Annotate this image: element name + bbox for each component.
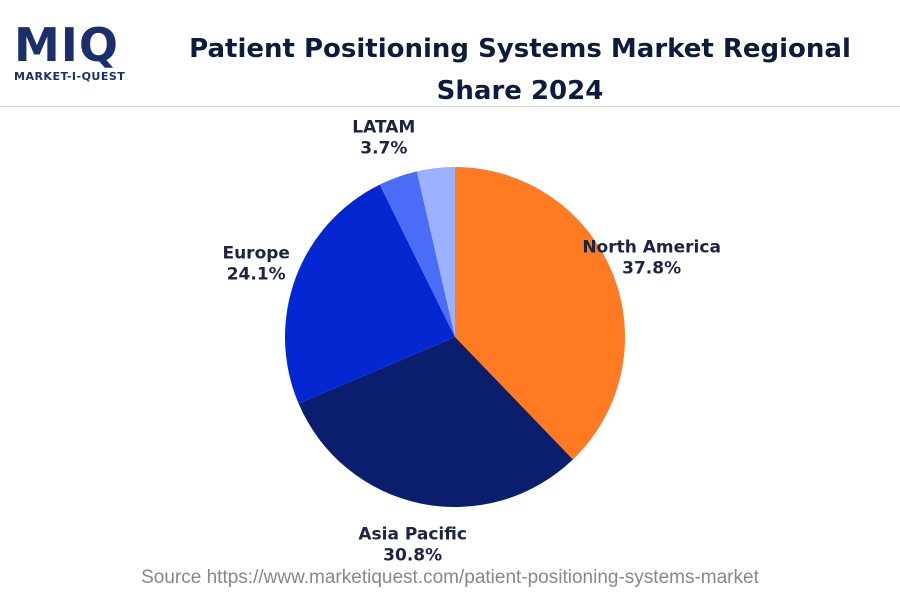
source: Source https://www.marketiquest.com/pati…: [141, 567, 759, 588]
slice-label: LATAM: [352, 117, 415, 137]
logo-mark: MIQ: [14, 18, 119, 72]
chart-title: Patient Positioning Systems Market Regio…: [189, 34, 851, 106]
pie-slice: [416, 167, 455, 337]
value-label: 30.8%: [383, 546, 442, 566]
pie-slice: [298, 337, 573, 508]
value-label: 37.8%: [622, 259, 681, 279]
logo-name: MARKET-I-QUEST: [14, 70, 126, 83]
value-label: 24.1%: [227, 264, 286, 284]
logo: MIQ MARKET-I-QUEST: [14, 20, 125, 83]
slice-label: Europe: [222, 243, 289, 263]
slice-label: Asia Pacific: [358, 525, 467, 545]
slice-label: North America: [582, 238, 721, 258]
pie-slice: [455, 167, 626, 460]
header-rule: [0, 106, 900, 107]
value-label: 3.7%: [360, 138, 407, 158]
pie-slice: [379, 171, 455, 337]
pie-slice: [285, 184, 455, 404]
